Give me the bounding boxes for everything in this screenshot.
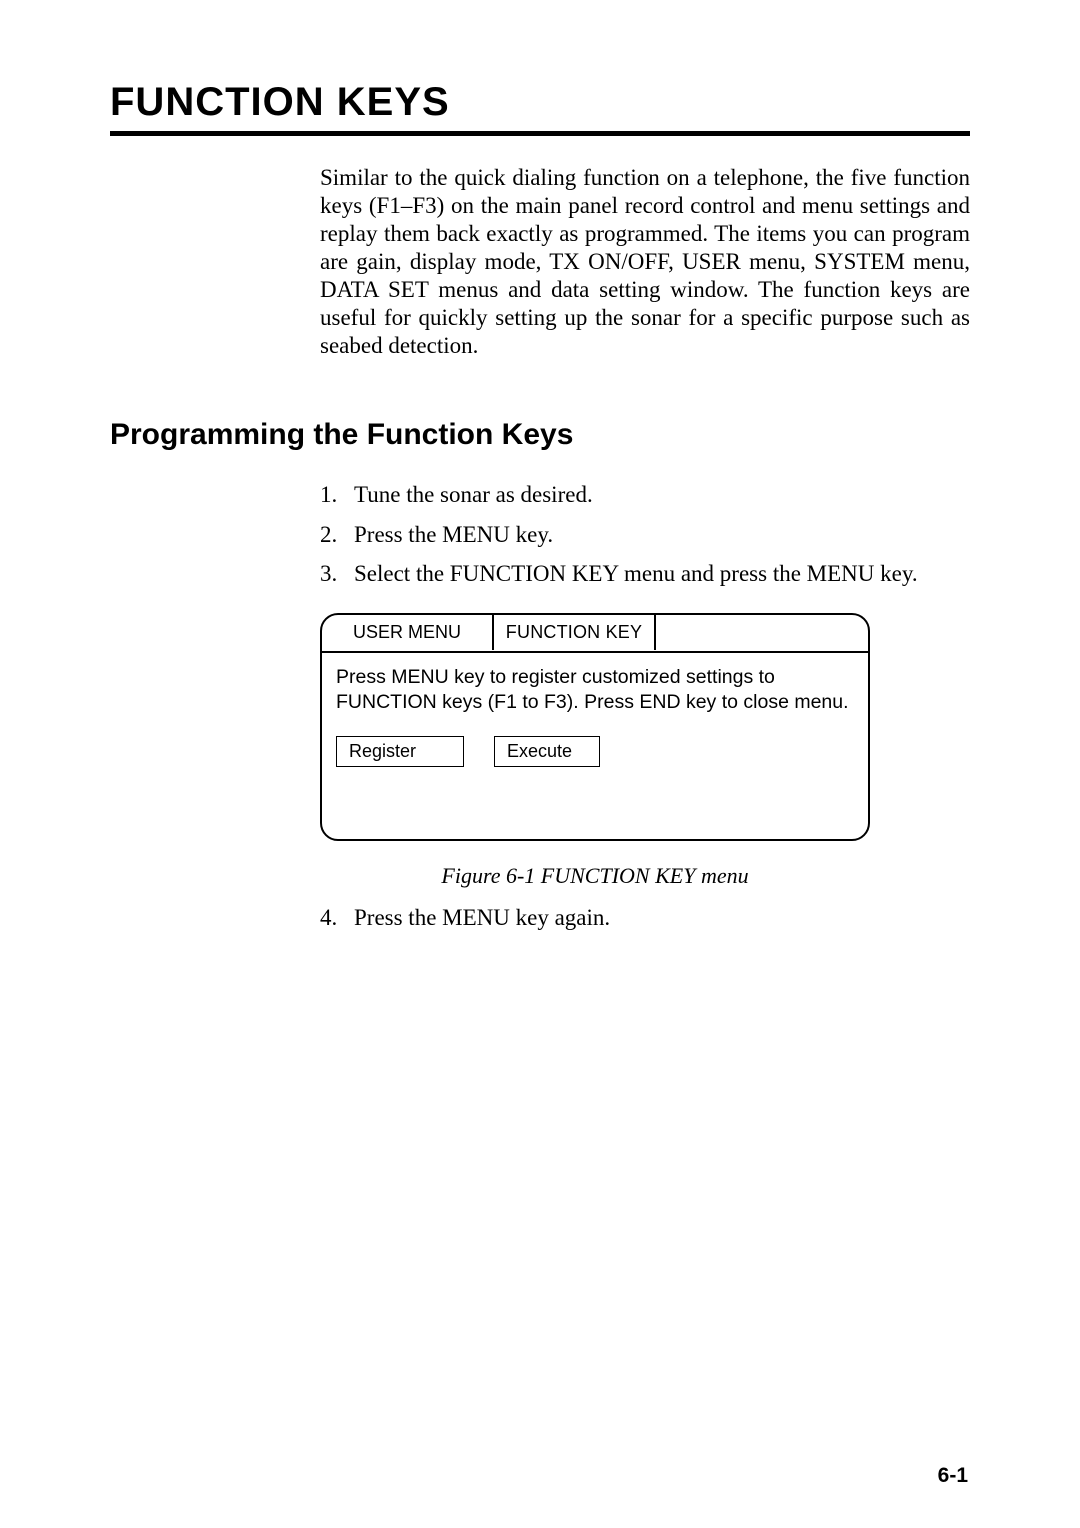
tabs-filler	[656, 614, 868, 650]
panel-body: Press MENU key to register customized se…	[322, 653, 868, 839]
step-2: Press the MENU key.	[320, 518, 970, 551]
step-4-list: Press the MENU key again.	[320, 905, 970, 931]
figure-wrap: USER MENU FUNCTION KEY Press MENU key to…	[320, 613, 970, 889]
panel-line-2: FUNCTION keys (F1 to F3). Press END key …	[336, 691, 849, 713]
tab-function-key[interactable]: FUNCTION KEY	[494, 614, 656, 650]
execute-button[interactable]: Execute	[494, 736, 600, 767]
section-heading: Programming the Function Keys	[110, 418, 970, 452]
register-button-label: Register	[349, 741, 416, 761]
register-button[interactable]: Register	[336, 736, 464, 767]
step-3: Select the FUNCTION KEY menu and press t…	[320, 557, 970, 590]
page-number: 6-1	[938, 1464, 968, 1488]
chapter-title: FUNCTION KEYS	[110, 80, 970, 125]
intro-paragraph: Similar to the quick dialing function on…	[320, 164, 970, 360]
panel-line-1: Press MENU key to register customized se…	[336, 666, 775, 688]
tab-underline	[322, 651, 868, 653]
tab-user-menu-label: USER MENU	[353, 622, 461, 643]
function-key-menu-panel: USER MENU FUNCTION KEY Press MENU key to…	[320, 613, 870, 841]
panel-instructions: Press MENU key to register customized se…	[336, 665, 854, 714]
steps-list: Tune the sonar as desired. Press the MEN…	[320, 478, 970, 590]
step-1: Tune the sonar as desired.	[320, 478, 970, 511]
step-4: Press the MENU key again.	[320, 905, 970, 931]
title-rule	[110, 131, 970, 136]
figure-caption: Figure 6-1 FUNCTION KEY menu	[320, 863, 870, 889]
button-row: Register Execute	[336, 736, 854, 767]
execute-button-label: Execute	[507, 741, 572, 761]
tab-function-key-label: FUNCTION KEY	[506, 622, 642, 643]
tab-user-menu[interactable]: USER MENU	[322, 614, 494, 650]
page: FUNCTION KEYS Similar to the quick diali…	[0, 0, 1080, 1528]
tabs-row: USER MENU FUNCTION KEY	[322, 614, 868, 650]
